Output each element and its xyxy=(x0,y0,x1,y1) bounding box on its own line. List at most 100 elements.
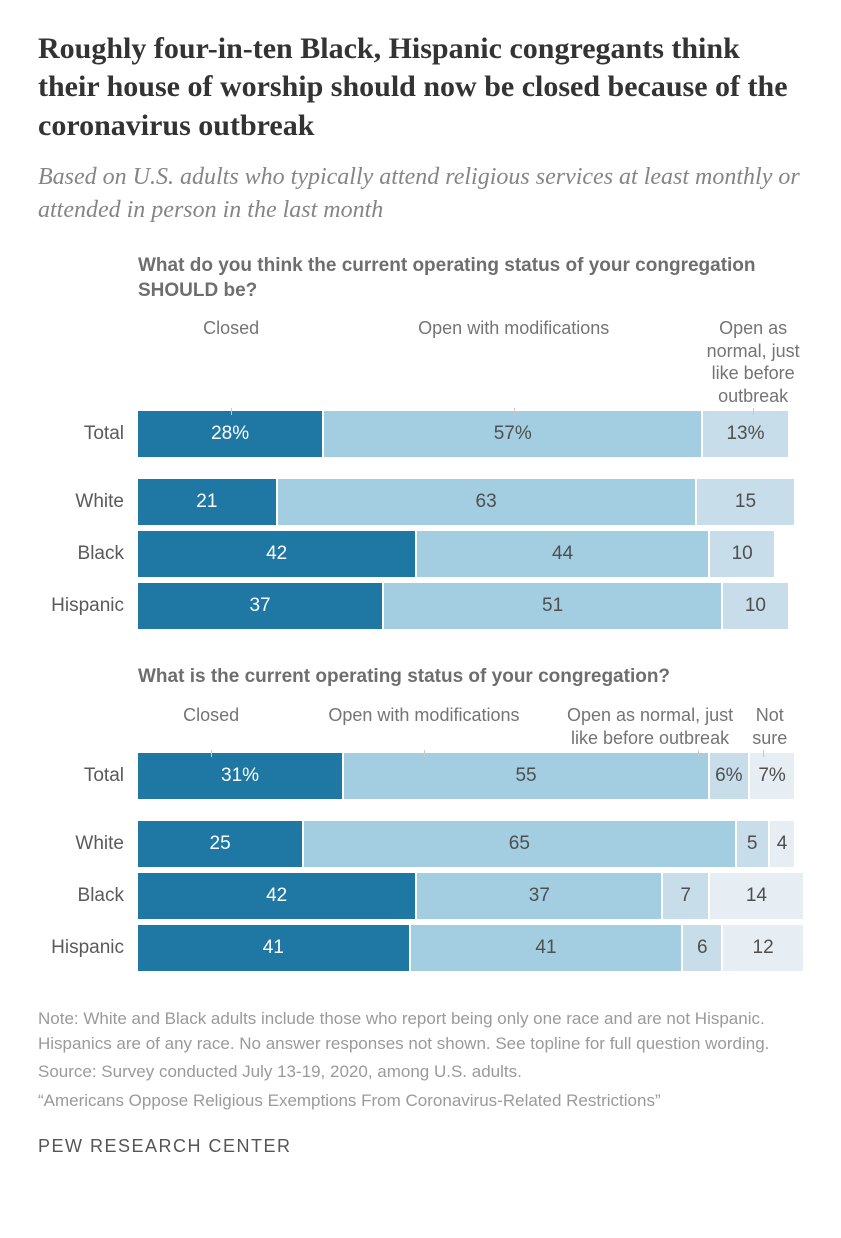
segment-value: 37 xyxy=(529,885,550,907)
bar-segment: 21 xyxy=(138,479,278,525)
tick-icon xyxy=(698,750,699,757)
row-label: Hispanic xyxy=(38,595,138,617)
bar-segment: 41 xyxy=(411,925,684,971)
bar-track: 41 41 6 12 xyxy=(138,925,803,971)
segment-value: 44 xyxy=(552,543,573,565)
header-notsure-2-label: Not sure xyxy=(752,705,787,748)
bar-track: 42 44 10 xyxy=(138,531,803,577)
bar-segment: 44 xyxy=(417,531,710,577)
segment-value: 6 xyxy=(697,937,708,959)
segment-value: 55 xyxy=(515,765,536,787)
segment-value: 31% xyxy=(221,765,259,787)
bar-segment: 42 xyxy=(138,873,417,919)
bar-segment: 37 xyxy=(138,583,384,629)
row-label: Total xyxy=(38,423,138,445)
header-closed-1: Closed xyxy=(138,317,324,407)
segment-value: 65 xyxy=(509,833,530,855)
question-label-1: What do you think the current operating … xyxy=(38,254,803,303)
segment-value: 21 xyxy=(196,491,217,513)
header-normal-2-label: Open as normal, just like before outbrea… xyxy=(567,705,733,748)
bar-segment: 6% xyxy=(710,753,750,799)
row-label: Black xyxy=(38,543,138,565)
bar-track: 31% 55 6% 7% xyxy=(138,753,803,799)
row-label: Hispanic xyxy=(38,937,138,959)
row-label: Total xyxy=(38,765,138,787)
chart-current: What is the current operating status of … xyxy=(38,665,803,971)
header-closed-2: Closed xyxy=(138,704,284,749)
segment-value: 42 xyxy=(266,543,287,565)
question-label-2: What is the current operating status of … xyxy=(38,665,803,690)
bar-segment: 65 xyxy=(304,821,736,867)
bar-segment: 28% xyxy=(138,411,324,457)
tick-icon xyxy=(231,408,232,415)
segment-value: 63 xyxy=(476,491,497,513)
segment-value: 6% xyxy=(715,765,742,787)
segment-value: 15 xyxy=(735,491,756,513)
header-mods-2: Open with modifications xyxy=(284,704,563,749)
segment-value: 25 xyxy=(210,833,231,855)
bar-track: 28% 57% 13% xyxy=(138,411,803,457)
header-normal-2: Open as normal, just like before outbrea… xyxy=(564,704,737,749)
table-row: Hispanic3751 10 xyxy=(38,583,803,629)
tick-icon xyxy=(424,750,425,757)
bar-segment: 55 xyxy=(344,753,710,799)
table-row: Hispanic 41 41 6 12 xyxy=(38,925,803,971)
segment-value: 13% xyxy=(726,423,764,445)
segment-value: 42 xyxy=(266,885,287,907)
bar-segment: 6 xyxy=(683,925,723,971)
segment-value: 4 xyxy=(777,833,788,855)
segment-value: 28% xyxy=(211,423,249,445)
bar-segment: 51 xyxy=(384,583,723,629)
segment-value: 14 xyxy=(746,885,767,907)
tick-icon xyxy=(753,408,754,415)
row-label: White xyxy=(38,833,138,855)
chart-title: Roughly four-in-ten Black, Hispanic cong… xyxy=(38,30,803,145)
bar-segment: 4 xyxy=(770,821,797,867)
bar-track: 21 63 15 xyxy=(138,479,803,525)
bar-segment: 31% xyxy=(138,753,344,799)
bar-segment: 57% xyxy=(324,411,703,457)
segment-value: 7% xyxy=(758,765,785,787)
bar-segment: 10 xyxy=(723,583,790,629)
header-notsure-2: Not sure xyxy=(736,704,803,749)
segment-value: 7 xyxy=(680,885,691,907)
source-text: Source: Survey conducted July 13-19, 202… xyxy=(38,1060,803,1085)
bar-track: 42 37 7 14 xyxy=(138,873,803,919)
bar-segment: 25 xyxy=(138,821,304,867)
chart1-rows: Total28%57%13%White216315Black424410Hisp… xyxy=(38,411,803,629)
segment-value: 41 xyxy=(535,937,556,959)
bar-segment: 10 xyxy=(710,531,777,577)
bar-segment: 14 xyxy=(710,873,803,919)
deck-text: “Americans Oppose Religious Exemptions F… xyxy=(38,1089,803,1114)
bar-segment: 12 xyxy=(723,925,803,971)
bar-track: 25 65 54 xyxy=(138,821,803,867)
table-row: Black 42 44 10 xyxy=(38,531,803,577)
segment-value: 57% xyxy=(494,423,532,445)
segment-value: 41 xyxy=(263,937,284,959)
segment-value: 10 xyxy=(745,595,766,617)
header-mods-1: Open with modifications xyxy=(324,317,703,407)
row-label: Black xyxy=(38,885,138,907)
segment-value: 5 xyxy=(747,833,758,855)
bar-segment: 42 xyxy=(138,531,417,577)
bar-segment: 7 xyxy=(663,873,710,919)
table-row: Total 31% 55 6% 7% xyxy=(38,753,803,799)
bar-segment: 41 xyxy=(138,925,411,971)
bar-segment: 13% xyxy=(703,411,789,457)
header-closed-1-label: Closed xyxy=(203,318,259,338)
row-label: White xyxy=(38,491,138,513)
bar-track: 3751 10 xyxy=(138,583,803,629)
column-headers-1: Closed Open with modifications Open as n… xyxy=(38,317,803,407)
brand-text: PEW RESEARCH CENTER xyxy=(38,1136,803,1157)
note-text: Note: White and Black adults include tho… xyxy=(38,1007,803,1056)
header-normal-1: Open as normal, just like before outbrea… xyxy=(703,317,803,407)
bar-segment: 37 xyxy=(417,873,663,919)
table-row: Black 42 37 7 14 xyxy=(38,873,803,919)
table-row: Total 28% 57% 13% xyxy=(38,411,803,457)
chart-should-be: What do you think the current operating … xyxy=(38,254,803,629)
tick-icon xyxy=(763,750,764,757)
header-mods-2-label: Open with modifications xyxy=(328,705,519,725)
header-mods-1-label: Open with modifications xyxy=(418,318,609,338)
bar-segment: 63 xyxy=(278,479,697,525)
column-headers-2: Closed Open with modifications Open as n… xyxy=(38,704,803,749)
